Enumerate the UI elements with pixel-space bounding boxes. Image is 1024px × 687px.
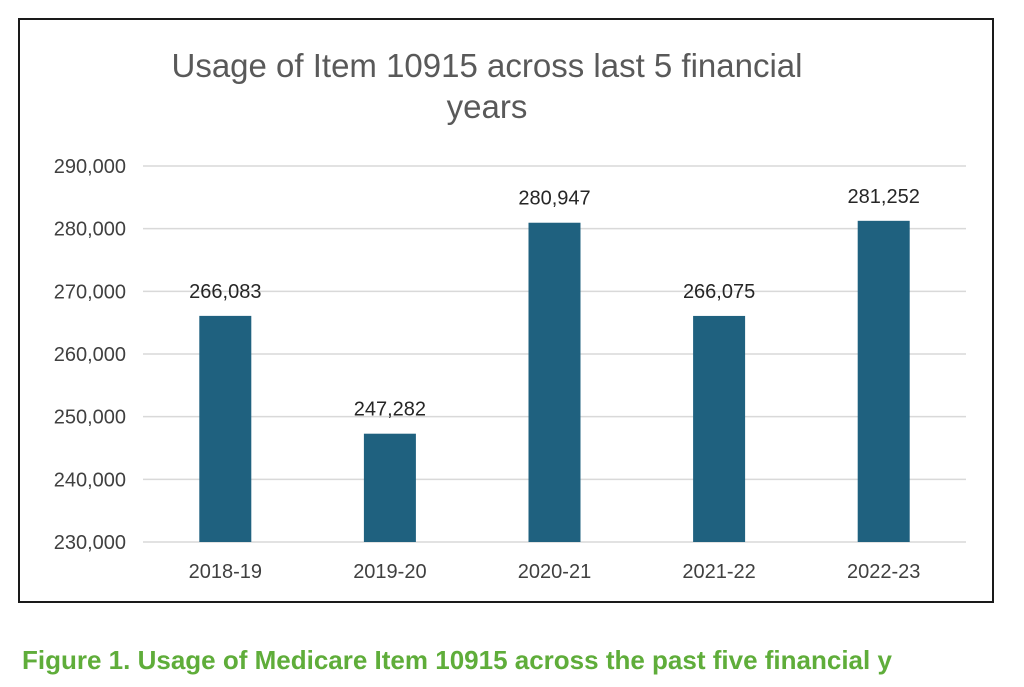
chart-title-line: years <box>447 88 528 125</box>
figure-caption: Figure 1. Usage of Medicare Item 10915 a… <box>22 645 892 675</box>
chart-frame: Usage of Item 10915 across last 5 financ… <box>18 18 994 603</box>
y-axis-tick-labels: 230,000 240,000 250,000 260,000 270,000 280,0… <box>54 156 126 554</box>
x-axis-tick-labels: 2018-19 2019-20 2020-21 2021-22 2022-23 <box>189 561 921 583</box>
x-tick-label: 2022-23 <box>847 561 920 583</box>
data-label: 247,282 <box>354 399 426 421</box>
bar-2019-20 <box>363 433 416 542</box>
y-tick-label: 290,000 <box>54 156 126 178</box>
bar-2022-23 <box>857 220 910 542</box>
x-tick-label: 2020-21 <box>518 561 591 583</box>
y-tick-label: 270,000 <box>54 281 126 303</box>
bar-2020-21 <box>528 222 581 543</box>
data-label: 266,083 <box>189 281 261 303</box>
data-label: 281,252 <box>848 186 920 208</box>
bar-2021-22 <box>693 315 746 542</box>
x-tick-label: 2019-20 <box>353 561 426 583</box>
y-tick-label: 280,000 <box>54 219 126 241</box>
bar-2018-19 <box>199 315 252 542</box>
y-tick-label: 260,000 <box>54 344 126 366</box>
y-tick-label: 240,000 <box>54 469 126 491</box>
data-label: 280,947 <box>518 188 590 210</box>
chart-title-group: Usage of Item 10915 across last 5 financ… <box>171 47 802 125</box>
y-tick-label: 230,000 <box>54 532 126 554</box>
y-tick-label: 250,000 <box>54 407 126 429</box>
data-label: 266,075 <box>683 281 755 303</box>
data-labels: 266,083 247,282 280,947 266,075 281,252 <box>189 186 920 421</box>
bar-chart: Usage of Item 10915 across last 5 financ… <box>54 47 966 583</box>
chart-title-line: Usage of Item 10915 across last 5 financ… <box>171 47 802 84</box>
bars <box>199 220 910 543</box>
x-tick-label: 2021-22 <box>682 561 755 583</box>
x-tick-label: 2018-19 <box>189 561 262 583</box>
